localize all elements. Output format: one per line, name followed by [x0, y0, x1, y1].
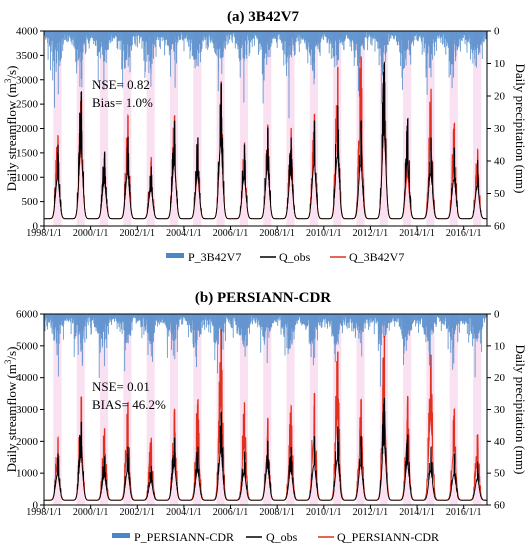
x-tick-label: 2000/1/1	[73, 507, 109, 518]
legend-label-qobs: Q_obs	[266, 530, 298, 544]
x-tick-label: 2010/1/1	[306, 228, 342, 239]
y-tick-label-left: 1000	[16, 468, 39, 480]
legend: P_3B42V7 Q_obs Q_3B42V7	[166, 250, 404, 264]
legend-label-qsim: Q_3B42V7	[349, 250, 404, 264]
y-tick-label-left: 5000	[16, 340, 39, 352]
y-tick-label-right: 0	[494, 309, 500, 321]
y-tick-label-right: 60	[494, 500, 506, 512]
y-tick-label-right: 30	[494, 123, 506, 135]
y-tick-label-left: 0	[33, 500, 39, 512]
y-tick-label-left: 1000	[16, 172, 39, 184]
legend-label-precip: P_3B42V7	[188, 250, 241, 264]
y-tick-label-right: 20	[494, 372, 506, 384]
wet-season-band	[193, 31, 202, 226]
y-axis-label-right: Daily precipitation (mm)	[513, 64, 527, 194]
y-tick-label-right: 50	[494, 188, 506, 200]
y-tick-label-left: 2000	[16, 436, 39, 448]
x-tick-label: 2006/1/1	[213, 507, 249, 518]
wet-season-band	[146, 31, 155, 226]
y-tick-label-left: 4000	[16, 26, 39, 38]
y-tick-label-right: 10	[494, 58, 506, 70]
wet-season-band	[473, 31, 482, 226]
q-obs-line	[44, 397, 487, 501]
y-tick-label-left: 3000	[16, 74, 39, 86]
y-tick-label-right: 40	[494, 156, 506, 168]
wet-season-band	[99, 31, 109, 226]
chart-title: (b) PERSIANN-CDR	[195, 290, 331, 306]
x-tick-label: 2016/1/1	[446, 507, 482, 518]
y-tick-label-right: 20	[494, 91, 506, 103]
nse-annotation: NSE= 0.82	[92, 77, 150, 92]
nse-annotation: NSE= 0.01	[92, 379, 150, 394]
y-tick-label-left: 2500	[16, 99, 39, 111]
x-tick-label: 2016/1/1	[446, 228, 482, 239]
legend-label-qobs: Q_obs	[279, 250, 311, 264]
chart-panel-a: (a) 3B42V7 05001000150020002500300035004…	[3, 9, 527, 264]
wet-season-band	[99, 314, 109, 505]
x-tick-label: 2004/1/1	[166, 228, 202, 239]
y-tick-label-left: 4000	[16, 372, 39, 384]
y-tick-label-right: 0	[494, 26, 500, 38]
x-tick-label: 2010/1/1	[306, 507, 342, 518]
legend-label-precip: P_PERSIANN-CDR	[134, 530, 234, 544]
bias-annotation: BIAS= 46.2%	[92, 397, 166, 412]
x-tick-label: 1998/1/1	[26, 507, 62, 518]
chart-panel-b: (b) PERSIANN-CDR 0 1000 2000 3000 4000 5000 60…	[3, 290, 527, 544]
y-tick-label-right: 60	[494, 221, 506, 233]
legend-swatch-precip	[166, 253, 184, 258]
y-tick-label-left: 0	[33, 221, 39, 233]
wet-season-band	[53, 314, 62, 505]
y-tick-label-right: 30	[494, 404, 506, 416]
legend-swatch-precip	[112, 533, 130, 538]
y-tick-label-left: 3000	[16, 404, 39, 416]
x-tick-label: 2004/1/1	[166, 507, 202, 518]
x-tick-label: 2012/1/1	[353, 228, 389, 239]
x-tick-label: 2008/1/1	[259, 228, 295, 239]
y-tick-label-left: 3500	[16, 50, 39, 62]
y-tick-label-right: 40	[494, 436, 506, 448]
y-tick-label-right: 50	[494, 468, 506, 480]
x-tick-label: 2002/1/1	[119, 507, 155, 518]
y-tick-label-left: 500	[22, 196, 39, 208]
wet-season-band	[239, 31, 249, 226]
x-tick-label: 1998/1/1	[26, 228, 62, 239]
x-tick-label: 2014/1/1	[399, 507, 435, 518]
y-tick-label-right: 10	[494, 340, 506, 352]
bias-annotation: Bias= 1.0%	[92, 95, 153, 110]
y-axis-label-left: Daily streamflow (m3/s)	[3, 66, 19, 192]
x-tick-label: 2008/1/1	[259, 507, 295, 518]
legend-label-qsim: Q_PERSIANN-CDR	[337, 530, 439, 544]
legend: P_PERSIANN-CDR Q_obs Q_PERSIANN-CDR	[112, 530, 439, 544]
y-tick-label-left: 2000	[16, 123, 39, 135]
wet-season-band	[286, 31, 295, 226]
wet-season-band	[473, 314, 482, 505]
wet-season-band	[53, 31, 62, 226]
wet-season-band	[146, 314, 155, 505]
x-tick-label: 2002/1/1	[119, 228, 155, 239]
x-tick-label: 2014/1/1	[399, 228, 435, 239]
q-obs-line	[44, 61, 487, 220]
x-tick-label: 2000/1/1	[73, 228, 109, 239]
wet-season-band	[263, 314, 272, 505]
x-tick-label: 2012/1/1	[353, 507, 389, 518]
y-axis-label-right: Daily precipitation (mm)	[513, 345, 527, 475]
y-tick-label-left: 6000	[16, 309, 39, 321]
x-tick-label: 2006/1/1	[213, 228, 249, 239]
y-axis-label-left: Daily streamflow (m3/s)	[3, 347, 19, 473]
y-tick-label-left: 1500	[16, 147, 39, 159]
chart-title: (a) 3B42V7	[227, 9, 300, 25]
